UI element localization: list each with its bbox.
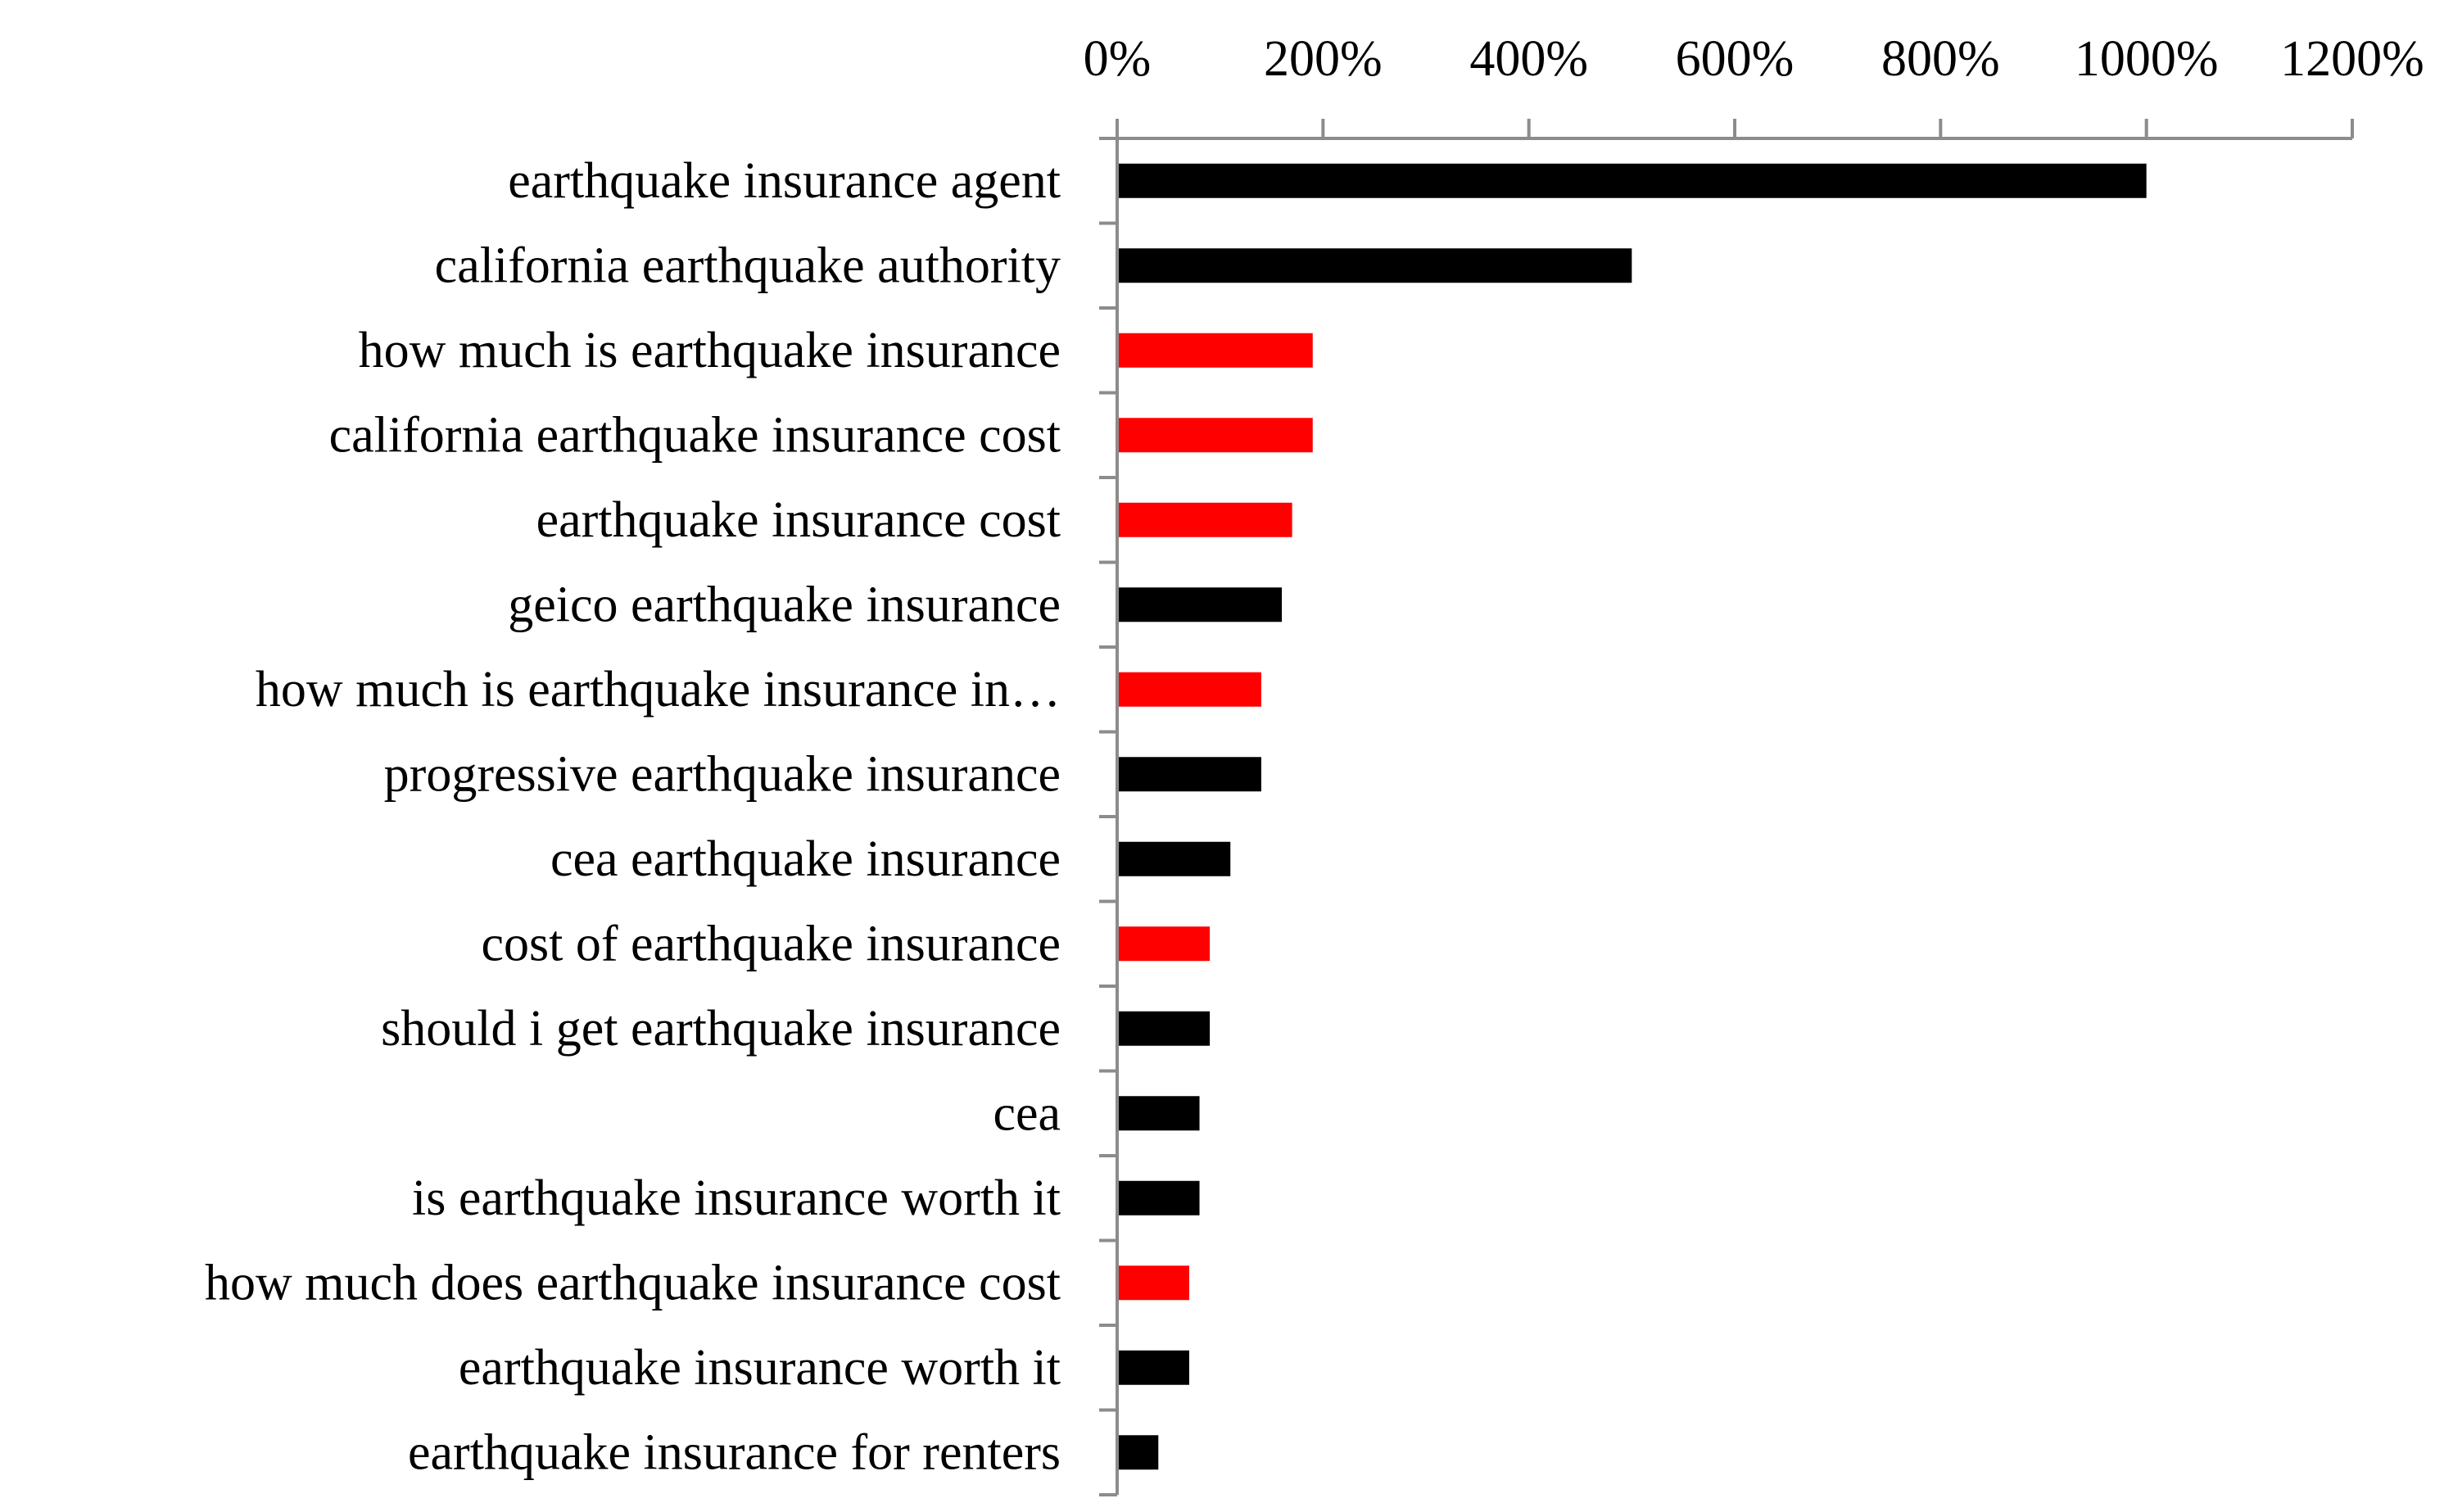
bar-7 bbox=[1119, 672, 1261, 707]
value-tick-label-3: 400% bbox=[1469, 31, 1588, 87]
bar-5 bbox=[1119, 502, 1292, 537]
value-tick-label-2: 200% bbox=[1264, 31, 1383, 87]
bar-6 bbox=[1119, 587, 1283, 622]
category-label-7: how much is earthquake insurance in… bbox=[256, 662, 1061, 718]
axis-layer bbox=[1099, 119, 2354, 1496]
value-tick-label-5: 800% bbox=[1881, 31, 2000, 87]
bar-16 bbox=[1119, 1435, 1159, 1470]
bar-14 bbox=[1119, 1265, 1189, 1301]
labels-layer: 0% 200% 400% 600% 800% 1000% 1200% earthquake i… bbox=[205, 31, 2424, 1480]
category-label-11: should i get earthquake insurance bbox=[381, 1001, 1061, 1057]
category-label-13: is earthquake insurance worth it bbox=[412, 1170, 1061, 1226]
category-label-6: geico earthquake insurance bbox=[508, 577, 1061, 632]
bar-8 bbox=[1119, 757, 1261, 792]
bars-layer bbox=[1119, 163, 2147, 1470]
category-label-15: earthquake insurance worth it bbox=[459, 1340, 1061, 1396]
category-label-5: earthquake insurance cost bbox=[536, 492, 1061, 548]
category-label-2: california earthquake authority bbox=[435, 238, 1061, 293]
category-label-4: california earthquake insurance cost bbox=[329, 407, 1061, 463]
bar-12 bbox=[1119, 1096, 1200, 1131]
bar-9 bbox=[1119, 841, 1231, 876]
value-tick-label-1: 0% bbox=[1084, 31, 1152, 87]
bar-3 bbox=[1119, 333, 1313, 368]
bar-13 bbox=[1119, 1180, 1200, 1215]
category-label-10: cost of earthquake insurance bbox=[481, 916, 1061, 971]
bar-4 bbox=[1119, 418, 1313, 453]
bar-2 bbox=[1119, 248, 1632, 283]
category-label-1: earthquake insurance agent bbox=[508, 153, 1061, 209]
category-label-12: cea bbox=[993, 1085, 1061, 1141]
category-label-3: how much is earthquake insurance bbox=[359, 323, 1061, 378]
category-label-14: how much does earthquake insurance cost bbox=[205, 1255, 1061, 1311]
value-tick-label-7: 1200% bbox=[2280, 31, 2424, 87]
category-label-16: earthquake insurance for renters bbox=[408, 1424, 1061, 1480]
category-label-8: progressive earthquake insurance bbox=[384, 746, 1061, 802]
value-tick-label-6: 1000% bbox=[2075, 31, 2219, 87]
bar-11 bbox=[1119, 1011, 1211, 1046]
bar-10 bbox=[1119, 926, 1211, 962]
bar-1 bbox=[1119, 163, 2147, 198]
value-tick-label-4: 600% bbox=[1676, 31, 1795, 87]
bar-15 bbox=[1119, 1350, 1189, 1385]
category-label-9: cea earthquake insurance bbox=[550, 831, 1061, 887]
